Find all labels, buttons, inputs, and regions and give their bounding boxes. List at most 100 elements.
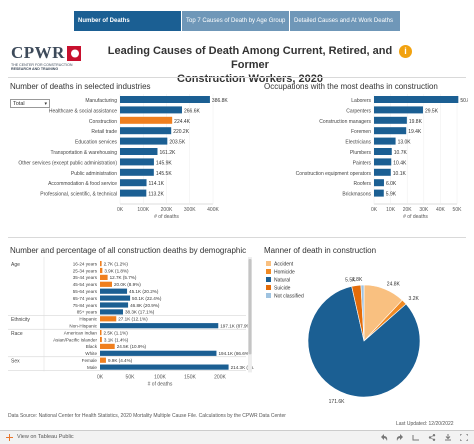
bar[interactable] — [120, 116, 173, 124]
bar-value-label: 145.9K — [156, 160, 173, 166]
bar[interactable] — [120, 127, 172, 135]
bar-value-label: 3.9K (1.8%) — [104, 268, 129, 273]
pie-slice[interactable] — [307, 286, 421, 398]
bar[interactable] — [100, 336, 102, 343]
row-label: 65-74 years — [73, 296, 98, 301]
bar[interactable] — [120, 168, 154, 176]
bar[interactable] — [120, 179, 147, 187]
tab-detailed-causes[interactable]: Detailed Causes and At Work Deaths — [290, 11, 400, 31]
bar-value-label: 9.9K (4.4%) — [108, 358, 133, 363]
bar[interactable] — [100, 302, 129, 308]
bar[interactable] — [374, 137, 396, 145]
bar[interactable] — [100, 316, 117, 322]
bar[interactable] — [120, 137, 168, 145]
undo-icon[interactable] — [380, 434, 388, 441]
bar[interactable] — [100, 309, 123, 315]
category-label: Plumbers — [350, 150, 372, 156]
fullscreen-icon[interactable] — [460, 434, 468, 441]
bar[interactable] — [120, 106, 182, 114]
x-tick-label: 0K — [117, 207, 124, 213]
legend-label: Natural — [274, 278, 290, 284]
row-label: Male — [87, 365, 97, 370]
legend-swatch — [266, 261, 271, 266]
category-label: Brickmasons — [342, 192, 371, 198]
bar[interactable] — [100, 261, 102, 267]
info-icon[interactable]: i — [399, 45, 412, 58]
bar[interactable] — [374, 148, 392, 155]
bar[interactable] — [100, 274, 108, 280]
bar-value-label: 46.8K (20.9%) — [130, 303, 160, 308]
bar[interactable] — [100, 281, 112, 287]
page-title: Leading Causes of Death Among Current, R… — [100, 44, 400, 86]
industry-filter-select[interactable]: Total ▾ — [10, 99, 50, 108]
bar[interactable] — [374, 116, 407, 124]
bar[interactable] — [120, 158, 154, 166]
bar[interactable] — [120, 148, 158, 155]
row-label: White — [85, 351, 97, 356]
category-label: Transportation & warehousing — [50, 150, 117, 156]
bar[interactable] — [100, 267, 103, 274]
category-label: Painters — [353, 160, 372, 166]
download-icon[interactable] — [444, 434, 452, 441]
share-icon[interactable] — [428, 434, 436, 441]
logo-sub-2: RESEARCH AND TRAINING — [11, 67, 59, 72]
bar[interactable] — [100, 343, 115, 349]
panel2-title: Occupations with the most deaths in cons… — [264, 82, 438, 91]
view-on-tableau-link[interactable]: View on Tableau Public — [17, 434, 74, 440]
scrollbar-thumb[interactable] — [248, 259, 252, 355]
category-label: Manufacturing — [85, 98, 117, 104]
panel4-title: Manner of death in construction — [264, 246, 377, 255]
row-label: Non-Hispanic — [69, 324, 97, 329]
bar[interactable] — [100, 330, 102, 336]
row-label: 45-54 years — [73, 282, 98, 287]
bar-value-label: 224.4K — [174, 119, 191, 125]
bar-value-label: 20.0K (8.9%) — [114, 282, 141, 287]
x-tick-label: 20K — [403, 207, 413, 213]
bar[interactable] — [374, 127, 407, 135]
bar[interactable] — [120, 96, 210, 103]
bar[interactable] — [100, 323, 219, 329]
x-tick-label: 400K — [207, 207, 219, 213]
x-tick-label: 0K — [97, 374, 104, 380]
bar[interactable] — [100, 350, 217, 356]
tab-number-of-deaths[interactable]: Number of Deaths — [74, 11, 182, 31]
legend-swatch — [266, 277, 271, 282]
category-label: Professional, scientific, & technical — [40, 192, 117, 198]
x-axis-label: # of deaths — [148, 381, 173, 387]
panel1-title: Number of deaths in selected industries — [10, 82, 151, 91]
bar[interactable] — [374, 158, 392, 166]
bar[interactable] — [120, 189, 147, 197]
bar[interactable] — [374, 106, 423, 114]
bar-value-label: 266.6K — [184, 108, 201, 114]
group-label: Ethnicity — [11, 317, 30, 323]
x-tick-label: 200K — [161, 207, 173, 213]
legend-label: Not classified — [274, 294, 304, 300]
redo-icon[interactable] — [396, 434, 404, 441]
bar[interactable] — [374, 168, 391, 176]
bar-value-label: 27.1K (12.1%) — [118, 317, 148, 322]
pie-slice[interactable] — [360, 284, 365, 342]
bar[interactable] — [100, 288, 128, 294]
bar[interactable] — [100, 357, 106, 363]
bar-value-label: 10.4K — [393, 160, 407, 166]
dashboard-tabs: Number of Deaths Top 7 Causes of Death b… — [74, 11, 400, 31]
bar[interactable] — [374, 189, 384, 197]
bar-value-label: 29.5K — [425, 108, 439, 114]
cpwr-logo: CPWR THE CENTER FOR CONSTRUCTION RESEARC… — [11, 43, 91, 75]
row-label: 85+ years — [77, 310, 98, 315]
tab-top-7-causes[interactable]: Top 7 Causes of Death by Age Group — [182, 11, 290, 31]
row-label: American Indian — [64, 330, 98, 335]
bar[interactable] — [100, 295, 131, 301]
bar[interactable] — [374, 179, 384, 187]
bar-value-label: 114.1K — [149, 181, 165, 187]
legend-label: Accident — [274, 262, 294, 268]
bar[interactable] — [100, 364, 229, 370]
legend-swatch — [266, 293, 271, 298]
category-label: Other services (except public administra… — [18, 160, 117, 166]
slice-label: 1.8K — [352, 277, 363, 283]
category-label: Carpenters — [346, 108, 371, 114]
x-tick-label: 100K — [154, 374, 166, 380]
bar[interactable] — [374, 96, 459, 103]
bar-value-label: 2.5K (1.1%) — [104, 330, 129, 335]
revert-icon[interactable] — [412, 434, 420, 441]
